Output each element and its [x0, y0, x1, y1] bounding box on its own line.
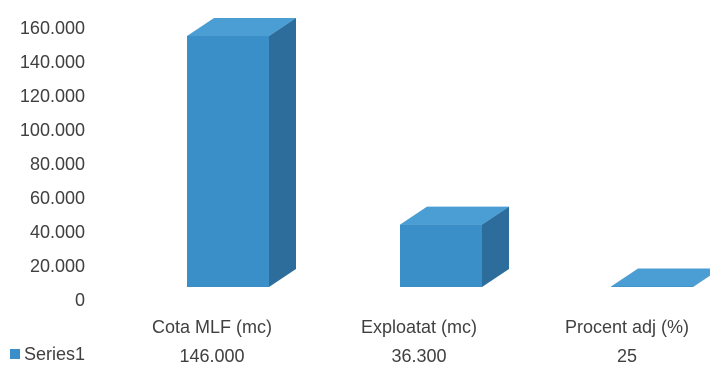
y-tick-label: 100.000 [20, 120, 85, 140]
bar [187, 36, 269, 287]
y-tick-label: 120.000 [20, 86, 85, 106]
category-label: Procent adj (%) [565, 317, 689, 337]
bars [187, 18, 710, 287]
y-tick-label: 0 [75, 290, 85, 310]
bar-side [269, 18, 296, 287]
bar [400, 224, 482, 287]
y-tick-label: 60.000 [30, 188, 85, 208]
value-label: 146.000 [179, 346, 244, 366]
y-tick-label: 80.000 [30, 154, 85, 174]
bar-top [611, 268, 710, 287]
bar-top [187, 18, 296, 36]
y-tick-label: 160.000 [20, 18, 85, 38]
y-tick-label: 20.000 [30, 256, 85, 276]
bar-top [400, 206, 509, 225]
value-labels: 146.000 36.300 25 [179, 346, 637, 366]
legend-series-name: Series1 [24, 344, 85, 364]
bar-side [693, 275, 710, 287]
y-tick-label: 140.000 [20, 52, 85, 72]
legend: Series1 [10, 344, 85, 364]
y-tick-label: 40.000 [30, 222, 85, 242]
value-label: 36.300 [391, 346, 446, 366]
bar-side [482, 206, 509, 287]
legend-swatch [10, 349, 20, 359]
category-label: Exploatat (mc) [361, 317, 477, 337]
bar [611, 286, 693, 287]
category-labels: Cota MLF (mc) Exploatat (mc) Procent adj (… [152, 317, 689, 337]
y-axis: 0 20.000 40.000 60.000 80.000 100.000 120.000 1… [20, 18, 85, 310]
category-label: Cota MLF (mc) [152, 317, 272, 337]
value-label: 25 [617, 346, 637, 366]
